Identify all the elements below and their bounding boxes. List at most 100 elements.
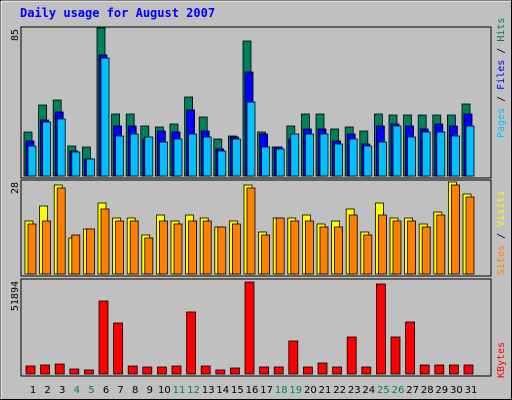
hits-legend: Pages / Files / Hits xyxy=(496,18,507,138)
kbytes-bar-16 xyxy=(244,281,255,375)
kbytes-bar-19 xyxy=(288,340,299,375)
day-label-15: 15 xyxy=(231,385,244,396)
kbytes-bar-26 xyxy=(390,336,401,375)
day-label-23: 23 xyxy=(348,385,361,396)
sites-bar-25 xyxy=(377,214,387,275)
day-label-29: 29 xyxy=(435,385,448,396)
kbytes-bar-20 xyxy=(302,366,313,375)
pages-bar-15 xyxy=(231,138,241,177)
pages-bar-19 xyxy=(290,133,300,177)
pages-bar-29 xyxy=(436,131,446,177)
pages-bar-14 xyxy=(217,150,227,177)
kbytes-panel xyxy=(20,278,492,377)
sites-bar-17 xyxy=(261,234,271,275)
pages-bar-17 xyxy=(261,146,271,177)
sites-bar-30 xyxy=(450,184,460,275)
day-label-13: 13 xyxy=(202,385,215,396)
day-labels: 1 2 3 4 5 6 7 8 9 10 11 12 13 14 15 16 17 18 19 20 21 22 23 24 2… xyxy=(30,385,478,396)
day-label-11: 11 xyxy=(173,385,186,396)
sites-bar-18 xyxy=(275,217,285,275)
kbytes-bar-31 xyxy=(463,364,474,375)
kbytes-bar-28 xyxy=(419,364,430,375)
day-label-7: 7 xyxy=(117,385,123,396)
sites-bar-2 xyxy=(42,220,51,275)
pages-bar-23 xyxy=(348,138,358,177)
kbytes-bar-25 xyxy=(375,283,386,375)
kbytes-bar-29 xyxy=(434,364,445,375)
sites-bar-4 xyxy=(71,234,81,275)
day-label-10: 10 xyxy=(158,385,171,396)
day-label-12: 12 xyxy=(187,385,200,396)
pages-bar-16 xyxy=(246,101,256,177)
day-label-26: 26 xyxy=(392,385,405,396)
pages-bar-28 xyxy=(421,131,431,177)
sites-bar-27 xyxy=(407,220,417,275)
hits-max-label: 85 xyxy=(10,29,21,41)
day-label-3: 3 xyxy=(59,385,65,396)
sites-bar-10 xyxy=(158,220,168,275)
sites-bar-5 xyxy=(86,228,95,275)
kbytes-bar-2 xyxy=(40,364,50,375)
sites-bar-12 xyxy=(188,220,198,275)
day-label-16: 16 xyxy=(246,385,259,396)
kbytes-legend: KBytes xyxy=(496,342,507,378)
sites-bar-7 xyxy=(115,220,124,275)
kbytes-bar-10 xyxy=(156,366,167,375)
sites-bar-9 xyxy=(144,237,154,275)
pages-bar-6 xyxy=(100,57,110,177)
pages-bar-7 xyxy=(115,135,124,177)
pages-bar-8 xyxy=(129,133,139,177)
kbytes-bar-23 xyxy=(346,336,357,375)
legend-visits: Visits xyxy=(496,191,507,227)
kbytes-bar-1 xyxy=(25,365,36,375)
sites-bar-28 xyxy=(421,226,431,275)
sites-bar-1 xyxy=(27,223,37,275)
sites-bar-23 xyxy=(348,214,358,275)
sites-bar-29 xyxy=(436,214,446,275)
day-label-19: 19 xyxy=(289,385,302,396)
sites-bar-19 xyxy=(290,220,300,275)
pages-bar-20 xyxy=(304,133,314,177)
sites-bar-13 xyxy=(202,220,212,275)
visits-legend: Sites / Visits xyxy=(496,191,507,275)
kbytes-bar-11 xyxy=(171,365,182,375)
kbytes-max-label: 51894 xyxy=(10,281,21,311)
kbytes-bar-12 xyxy=(186,311,197,375)
kbytes-bar-15 xyxy=(229,367,240,375)
kbytes-bar-13 xyxy=(200,365,211,375)
pages-bar-12 xyxy=(188,133,198,177)
day-label-30: 30 xyxy=(450,385,463,396)
pages-bar-24 xyxy=(363,145,373,177)
day-label-2: 2 xyxy=(44,385,50,396)
day-label-4: 4 xyxy=(74,385,80,396)
pages-bar-26 xyxy=(392,125,402,177)
sites-bar-3 xyxy=(56,187,66,275)
sites-bar-8 xyxy=(129,220,139,275)
day-label-17: 17 xyxy=(260,385,273,396)
kbytes-bar-17 xyxy=(259,366,270,375)
kbytes-bar-22 xyxy=(332,366,343,375)
pages-bar-31 xyxy=(465,125,475,177)
kbytes-bar-6 xyxy=(98,300,109,375)
kbytes-bar-7 xyxy=(113,322,123,375)
legend-sites: Sites xyxy=(496,245,507,275)
day-label-28: 28 xyxy=(421,385,434,396)
kbytes-bar-21 xyxy=(317,362,328,375)
day-label-27: 27 xyxy=(406,385,419,396)
day-label-8: 8 xyxy=(132,385,138,396)
day-label-1: 1 xyxy=(30,385,36,396)
visits-max-label: 28 xyxy=(10,182,21,194)
pages-bar-30 xyxy=(450,135,460,177)
sites-bar-31 xyxy=(465,196,475,275)
kbytes-bar-30 xyxy=(448,364,459,375)
pages-bar-1 xyxy=(27,145,37,177)
legend-hits: Hits xyxy=(496,18,507,42)
pages-bar-10 xyxy=(158,141,168,177)
sites-bar-15 xyxy=(231,223,241,275)
kbytes-bar-8 xyxy=(127,365,138,375)
day-label-22: 22 xyxy=(333,385,346,396)
day-label-31: 31 xyxy=(465,385,478,396)
pages-bar-22 xyxy=(334,143,344,177)
pages-bar-9 xyxy=(144,136,154,177)
pages-bar-5 xyxy=(86,158,95,177)
